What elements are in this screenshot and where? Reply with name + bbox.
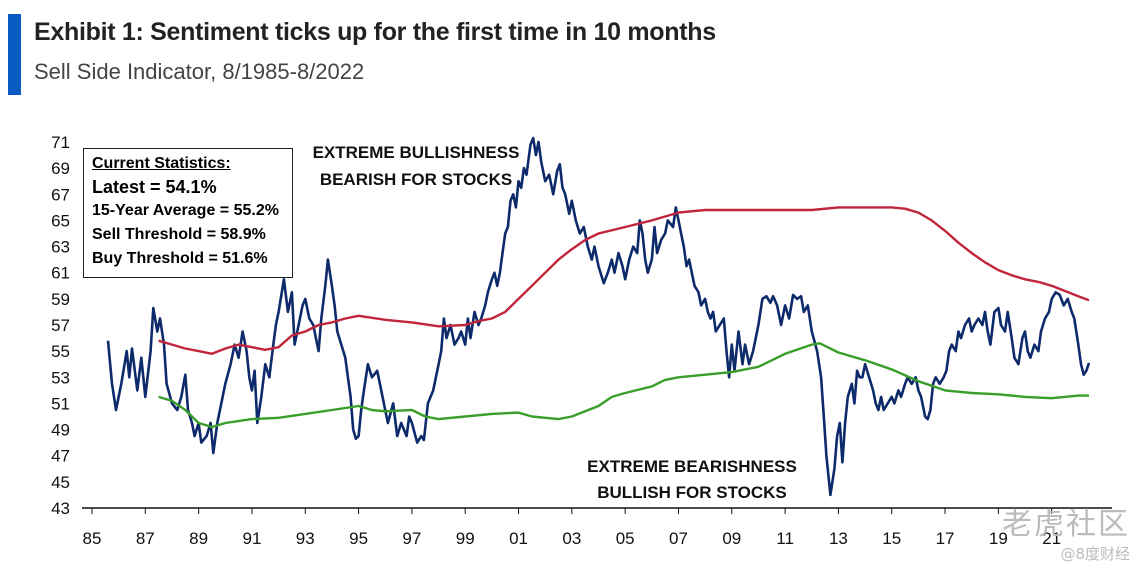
stats-heading: Current Statistics: [92,155,231,172]
x-tick-label: 95 [349,529,368,548]
x-tick-label: 07 [669,529,688,548]
chart-title: Exhibit 1: Sentiment ticks up for the fi… [34,18,716,46]
x-tick-label: 99 [456,529,475,548]
sell-threshold-line [158,206,1090,355]
sell-side-indicator-line [106,136,1091,497]
stats-sell-threshold: Sell Threshold = 58.9% [92,226,266,243]
y-tick-label: 63 [51,238,70,257]
annotation-bullish-line2: BEARISH FOR STOCKS [320,170,512,189]
y-tick-label: 61 [51,264,70,283]
annotation-bullish-line1: EXTREME BULLISHNESS [313,143,520,162]
stats-15yr-average: 15-Year Average = 55.2% [92,202,279,219]
x-tick-label: 87 [136,529,155,548]
watermark-sub: @8度财经 [1060,545,1130,563]
y-tick-label: 71 [51,133,70,152]
x-tick-label: 11 [776,529,794,548]
y-tick-label: 47 [51,447,70,466]
x-tick-label: 93 [296,529,315,548]
stats-buy-threshold: Buy Threshold = 51.6% [92,250,268,267]
y-tick-label: 69 [51,159,70,178]
x-tick-label: 91 [242,529,261,548]
annotation-bearish-line1: EXTREME BEARISHNESS [587,457,797,476]
x-axis: 85 87 89 91 93 95 97 99 01 03 05 07 09 11 13 15 17 19 21 [83,508,1061,548]
current-statistics-box: Current Statistics: Latest = 54.1% 15-Ye… [83,148,293,278]
y-tick-label: 45 [51,473,70,492]
chart-subtitle: Sell Side Indicator, 8/1985-8/2022 [34,59,365,84]
series-layer [106,136,1091,497]
y-axis: 43 45 47 49 51 53 55 57 59 61 63 65 67 69 71 [51,133,70,518]
x-tick-label: 15 [882,529,901,548]
title-accent-bar [8,14,21,95]
y-tick-label: 51 [51,394,70,413]
x-tick-label: 85 [83,529,102,548]
buy-threshold-line [158,342,1089,429]
y-tick-label: 67 [51,185,70,204]
x-tick-label: 03 [562,529,581,548]
y-tick-label: 53 [51,368,70,387]
x-tick-label: 13 [829,529,848,548]
x-tick-label: 21 [1042,529,1061,548]
x-tick-label: 89 [189,529,208,548]
y-tick-label: 49 [51,421,70,440]
watermark-main: 老虎社区 [1002,507,1130,542]
watermark: 老虎社区 @8度财经 [1002,499,1130,564]
x-tick-label: 97 [402,529,421,548]
annotation-bearish-line2: BULLISH FOR STOCKS [597,483,787,502]
x-tick-label: 05 [616,529,635,548]
y-tick-label: 43 [51,499,70,518]
x-tick-label: 17 [936,529,955,548]
y-tick-label: 55 [51,342,70,361]
y-tick-label: 57 [51,316,70,335]
x-tick-label: 09 [722,529,741,548]
stats-latest: Latest = 54.1% [92,177,217,197]
x-tick-label: 19 [989,529,1008,548]
y-tick-label: 59 [51,290,70,309]
y-tick-label: 65 [51,211,70,230]
x-tick-label: 01 [509,529,528,548]
